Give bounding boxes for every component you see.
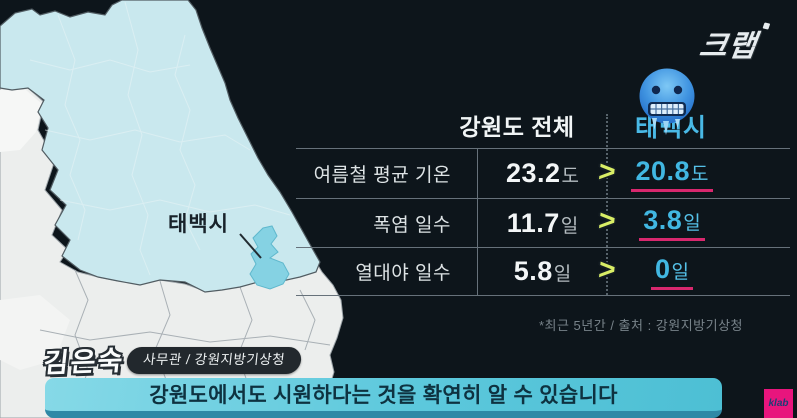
speaker-name: 김은숙 [41,345,127,379]
column-divider-solid [477,148,478,295]
table-header: 강원도 전체 태백시 [296,68,790,148]
greater-than-icon: > [596,253,618,286]
speaker-title-badge: 사무관 / 강원지방기상청 [125,347,303,374]
table-row: 열대야 일수 5.8일 > 0일 [296,247,790,296]
city-value-cell: 20.8도 [608,156,790,192]
taebaek-pointer-line [239,233,262,259]
table-row: 여름철 평균 기온 23.2도 > 20.8도 [296,148,790,198]
region-value: 23.2 [505,158,561,188]
logo-dot-icon [762,22,771,30]
comparison-table: 강원도 전체 태백시 [296,68,790,338]
city-value-cell: 3.8일 [608,205,790,241]
region-unit: 일 [560,215,579,237]
province-patch [0,295,70,370]
klab-watermark-text: klab [768,398,789,409]
klab-watermark: klab [764,389,793,418]
city-unit: 일 [683,213,701,234]
greater-than-icon: > [596,155,618,188]
city-value-cell: 0일 [608,254,790,290]
region-value-cell: 23.2도 [477,158,608,189]
table-body: 여름철 평균 기온 23.2도 > 20.8도 폭염 일수 11.7일 > [296,148,790,296]
channel-logo: 크랩 [696,21,771,65]
greater-than-icon: > [596,205,618,238]
table-footnote: *최근 5년간 / 출처 : 강원지방기상청 [538,318,744,333]
row-label: 여름철 평균 기온 [313,165,451,186]
city-unit: 도 [691,163,709,185]
region-value: 5.8 [513,256,553,286]
column-divider-dotted [606,114,608,295]
channel-logo-text: 크랩 [696,30,759,63]
region-unit: 일 [553,264,572,285]
row-label: 열대야 일수 [355,263,451,284]
subtitle-text: 강원도에서도 시원하다는 것을 확연히 알 수 있습니다 [149,383,618,407]
taebaek-region [249,225,290,290]
gangwon-region [0,0,321,293]
province-patch [0,90,42,152]
county-borders-cyan [29,1,291,276]
subtitle-bar: 강원도에서도 시원하다는 것을 확연히 알 수 있습니다 [45,378,722,418]
region-unit: 도 [561,166,580,187]
city-value-underlined: 3.8일 [639,205,705,241]
city-value-underlined: 0일 [650,253,693,290]
city-value: 20.8 [635,155,691,186]
table-row: 폭염 일수 11.7일 > 3.8일 [296,198,790,247]
row-label: 폭염 일수 [373,214,451,236]
cold-face-emoji-icon [639,68,695,135]
city-unit: 일 [671,261,689,283]
city-value-underlined: 20.8도 [631,155,713,192]
table-header-region: 강원도 전체 [459,114,575,140]
taebaek-map-label: 태백시 [168,213,229,236]
city-value: 3.8 [643,205,683,235]
region-value-cell: 11.7일 [477,208,608,239]
city-value: 0 [654,253,671,284]
region-value-cell: 5.8일 [477,256,608,287]
region-value: 11.7 [506,207,560,238]
